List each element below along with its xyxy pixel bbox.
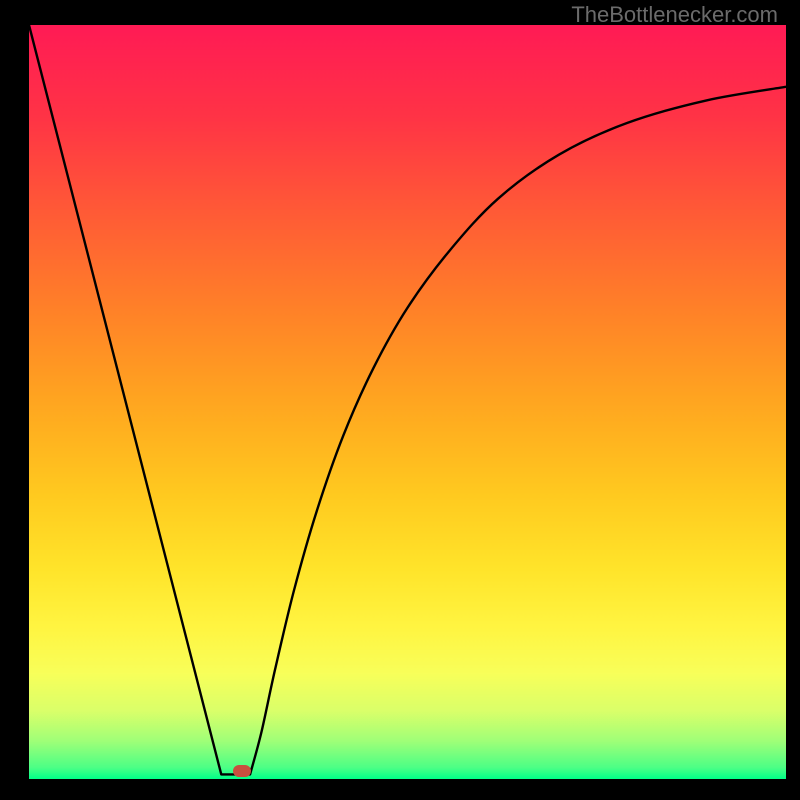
plot-area bbox=[29, 25, 786, 779]
bottleneck-curve bbox=[29, 25, 786, 774]
optimal-marker bbox=[233, 765, 251, 777]
curve-layer bbox=[29, 25, 786, 779]
chart-frame: TheBottlenecker.com bbox=[0, 0, 800, 800]
watermark-text: TheBottlenecker.com bbox=[571, 2, 778, 28]
